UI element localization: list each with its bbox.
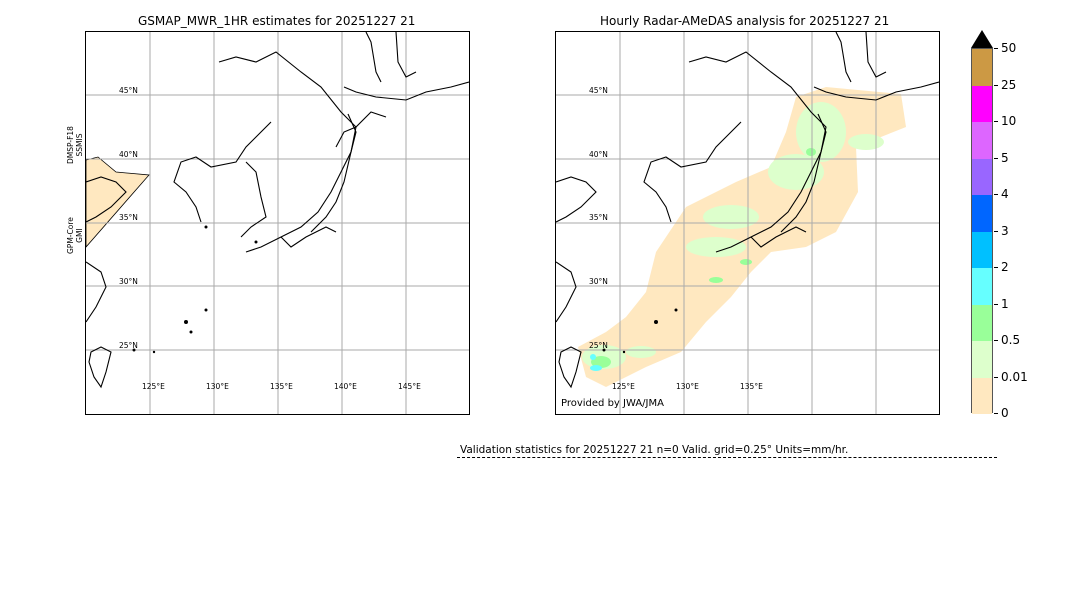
- colorbar-segment-5-10: [972, 122, 992, 159]
- left-map-panel: 45°N 40°N 35°N 30°N 25°N 125°E 130°E 135…: [85, 31, 470, 415]
- left-map-title: GSMAP_MWR_1HR estimates for 20251227 21: [138, 14, 416, 28]
- sensor-label-dmsp: DMSP-F18 SSMIS: [66, 126, 84, 164]
- right-map-panel: 45°N 40°N 35°N 30°N 25°N 125°E 130°E 135…: [555, 31, 940, 415]
- left-map-canvas: [86, 32, 469, 414]
- colorbar-segment-4-5: [972, 159, 992, 195]
- validation-statistics: Validation statistics for 20251227 21 n=…: [460, 444, 849, 456]
- colorbar-segment-0.01-0.5: [972, 341, 992, 378]
- lat-label-35: 35°N: [119, 213, 138, 222]
- lat-label-40: 40°N: [119, 150, 138, 159]
- validation-divider: [457, 457, 997, 458]
- colorbar-tick-25: 25: [994, 78, 1016, 92]
- colorbar-segment-0.5-1: [972, 305, 992, 341]
- lon-label-130: 130°E: [206, 382, 229, 391]
- lat-label-40: 40°N: [589, 150, 608, 159]
- right-map-canvas: [556, 32, 939, 414]
- colorbar-segment-25-50: [972, 49, 992, 86]
- lon-label-130: 130°E: [676, 382, 699, 391]
- colorbar-segment-2-3: [972, 232, 992, 268]
- lat-label-30: 30°N: [589, 277, 608, 286]
- colorbar-tick-0.5: 0.5: [994, 333, 1020, 347]
- data-credit: Provided by JWA/JMA: [561, 398, 664, 409]
- colorbar-extend-arrow: [971, 30, 993, 48]
- lon-label-125: 125°E: [142, 382, 165, 391]
- colorbar-tick-5: 5: [994, 151, 1009, 165]
- colorbar: [971, 48, 993, 414]
- colorbar-tick-10: 10: [994, 114, 1016, 128]
- lat-label-45: 45°N: [119, 86, 138, 95]
- colorbar-segment-0-0.01: [972, 378, 992, 414]
- colorbar-tick-0: 0: [994, 406, 1009, 420]
- colorbar-tick-50: 50: [994, 41, 1016, 55]
- lon-label-145: 145°E: [398, 382, 421, 391]
- lon-label-125: 125°E: [612, 382, 635, 391]
- lon-label-135: 135°E: [270, 382, 293, 391]
- colorbar-segment-10-25: [972, 86, 992, 122]
- lat-label-30: 30°N: [119, 277, 138, 286]
- lat-label-25: 25°N: [589, 341, 608, 350]
- lat-label-45: 45°N: [589, 86, 608, 95]
- right-map-title: Hourly Radar-AMeDAS analysis for 2025122…: [600, 14, 890, 28]
- colorbar-segment-3-4: [972, 195, 992, 232]
- colorbar-tick-0.01: 0.01: [994, 370, 1028, 384]
- lon-label-140: 140°E: [334, 382, 357, 391]
- colorbar-tick-4: 4: [994, 187, 1009, 201]
- colorbar-tick-3: 3: [994, 224, 1009, 238]
- colorbar-segment-1-2: [972, 268, 992, 305]
- lat-label-35: 35°N: [589, 213, 608, 222]
- lat-label-25: 25°N: [119, 341, 138, 350]
- colorbar-tick-1: 1: [994, 297, 1009, 311]
- lon-label-135: 135°E: [740, 382, 763, 391]
- sensor-label-gpm: GPM-Core GMI: [66, 217, 84, 254]
- colorbar-tick-2: 2: [994, 260, 1009, 274]
